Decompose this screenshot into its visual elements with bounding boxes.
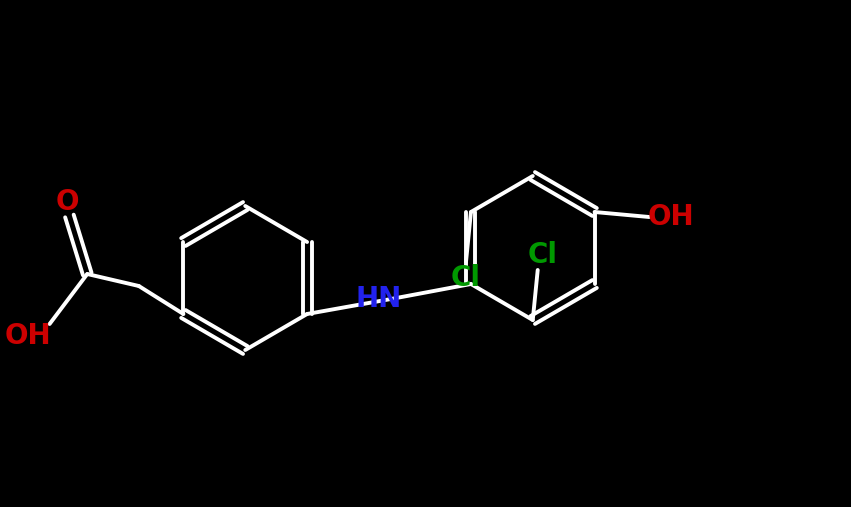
Text: Cl: Cl bbox=[451, 264, 481, 292]
Text: OH: OH bbox=[4, 322, 51, 350]
Text: O: O bbox=[55, 188, 79, 216]
Text: Cl: Cl bbox=[528, 241, 557, 269]
Text: OH: OH bbox=[648, 203, 694, 231]
Text: HN: HN bbox=[356, 285, 403, 313]
